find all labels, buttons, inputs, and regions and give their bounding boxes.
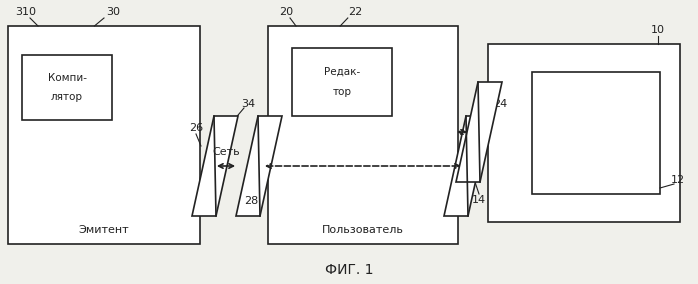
Text: 12: 12 bbox=[671, 175, 685, 185]
Bar bbox=[532, 72, 660, 194]
Text: 10: 10 bbox=[651, 25, 665, 35]
Text: Сеть: Сеть bbox=[212, 147, 240, 157]
Text: Пользователь: Пользователь bbox=[322, 225, 404, 235]
Polygon shape bbox=[236, 116, 282, 216]
Bar bbox=[292, 48, 392, 116]
Bar bbox=[488, 44, 680, 222]
Text: 30: 30 bbox=[107, 7, 121, 17]
Polygon shape bbox=[192, 116, 238, 216]
Text: 24: 24 bbox=[493, 99, 507, 109]
Text: Компи-: Компи- bbox=[47, 73, 87, 83]
Text: 14: 14 bbox=[472, 195, 486, 205]
Bar bbox=[22, 55, 112, 120]
Text: 20: 20 bbox=[279, 7, 293, 17]
Bar bbox=[268, 26, 458, 244]
Polygon shape bbox=[444, 116, 490, 216]
Bar bbox=[8, 26, 200, 244]
Text: 310: 310 bbox=[15, 7, 36, 17]
Polygon shape bbox=[456, 82, 502, 182]
Text: 34: 34 bbox=[241, 99, 255, 109]
Text: тор: тор bbox=[332, 87, 352, 97]
Text: 22: 22 bbox=[348, 7, 362, 17]
Text: 26: 26 bbox=[189, 123, 203, 133]
Text: лятор: лятор bbox=[51, 92, 83, 102]
Text: ФИГ. 1: ФИГ. 1 bbox=[325, 263, 373, 277]
Text: 28: 28 bbox=[244, 196, 258, 206]
Text: Редак-: Редак- bbox=[324, 67, 360, 77]
Text: Эмитент: Эмитент bbox=[79, 225, 129, 235]
